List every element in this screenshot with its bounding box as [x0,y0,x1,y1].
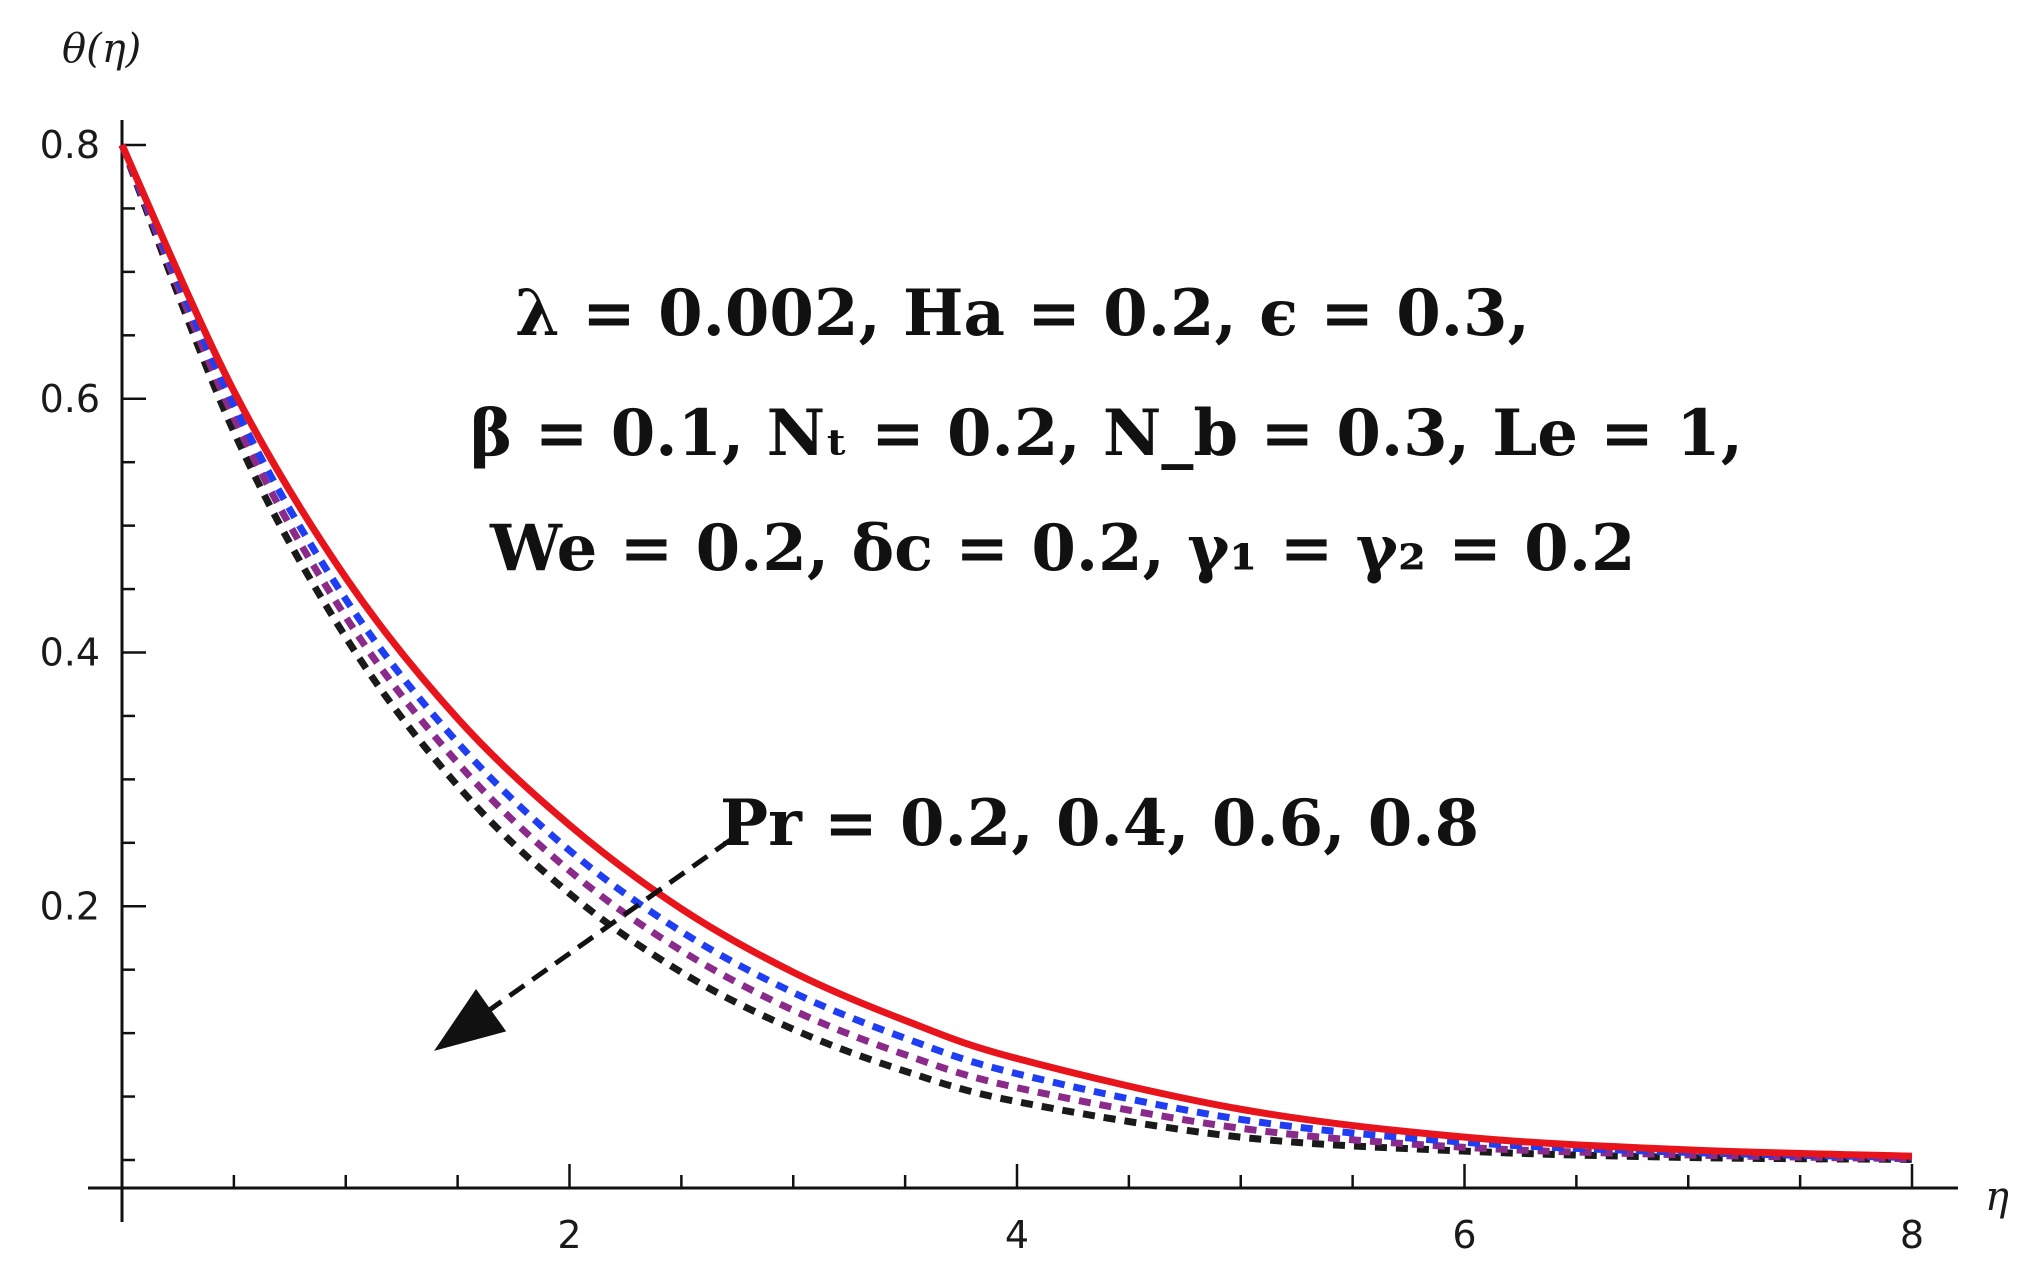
x-tick-label: 6 [1452,1213,1476,1257]
params-line-3: We = 0.2, δc = 0.2, γ₁ = γ₂ = 0.2 [489,511,1636,586]
params-line-2: β = 0.1, Nₜ = 0.2, N_b = 0.3, Le = 1, [470,396,1743,471]
pr-arrow [434,838,732,1051]
series-group [118,143,1913,1163]
y-tick-label: 0.8 [40,123,100,167]
x-tick-label: 8 [1900,1213,1924,1257]
x-tick-label: 4 [1005,1213,1029,1257]
series-line [118,143,1913,1163]
y-tick-label: 0.2 [40,884,100,928]
series-line [118,143,1913,1160]
y-tick-label: 0.4 [40,631,100,675]
x-tick-label: 2 [557,1213,581,1257]
series-line [118,143,1913,1161]
y-tick-label: 0.6 [40,377,100,421]
axes [88,120,1958,1222]
arrow-head [434,989,507,1051]
pr-label: Pr = 0.2, 0.4, 0.6, 0.8 [720,786,1479,861]
y-axis-label: θ(η) [62,26,141,72]
x-axis-label: η [1985,1174,2009,1220]
ticks: 2 4 6 8 0.2 0.4 0.6 0.8 [40,123,1925,1257]
arrow-shaft [472,838,732,1023]
params-line-1: λ = 0.002, Ha = 0.2, ϵ = 0.3, [515,276,1530,351]
